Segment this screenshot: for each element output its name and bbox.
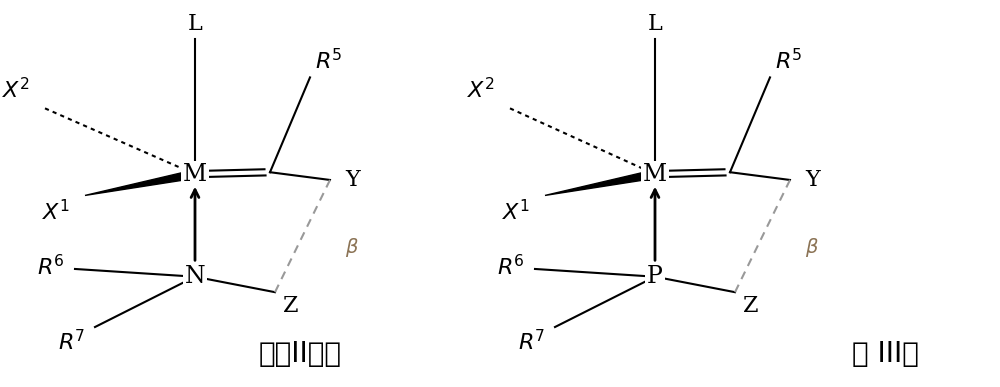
Text: L: L bbox=[188, 13, 202, 35]
Text: 式 III；: 式 III； bbox=[852, 340, 918, 368]
Text: $X^2$: $X^2$ bbox=[2, 77, 30, 103]
Text: N: N bbox=[185, 265, 205, 288]
Text: $R^5$: $R^5$ bbox=[775, 48, 803, 74]
Text: $R^5$: $R^5$ bbox=[315, 48, 343, 74]
Text: 式（II）；: 式（II）； bbox=[258, 340, 342, 368]
Text: M: M bbox=[643, 163, 667, 186]
Text: Z: Z bbox=[283, 295, 299, 317]
Text: Y: Y bbox=[805, 169, 820, 191]
Text: P: P bbox=[647, 265, 663, 288]
Text: $R^7$: $R^7$ bbox=[518, 329, 545, 354]
Text: $R^6$: $R^6$ bbox=[497, 254, 525, 280]
Polygon shape bbox=[85, 171, 199, 195]
Text: $\beta$: $\beta$ bbox=[805, 236, 819, 259]
Text: L: L bbox=[648, 13, 662, 35]
Text: $R^7$: $R^7$ bbox=[58, 329, 85, 354]
Polygon shape bbox=[545, 171, 659, 195]
Text: M: M bbox=[183, 163, 207, 186]
Text: $X^1$: $X^1$ bbox=[502, 199, 530, 224]
Text: $R^6$: $R^6$ bbox=[37, 254, 65, 280]
Text: $X^2$: $X^2$ bbox=[467, 77, 495, 103]
Text: $X^1$: $X^1$ bbox=[42, 199, 70, 224]
Text: Y: Y bbox=[345, 169, 360, 191]
Text: $\beta$: $\beta$ bbox=[345, 236, 359, 259]
Text: Z: Z bbox=[743, 295, 759, 317]
